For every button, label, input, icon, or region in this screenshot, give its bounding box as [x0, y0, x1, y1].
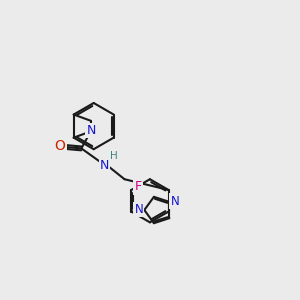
Text: N: N [170, 195, 179, 208]
Text: F: F [135, 180, 142, 194]
Text: O: O [54, 139, 65, 153]
Text: N: N [87, 124, 96, 137]
Text: N: N [135, 203, 143, 216]
Text: H: H [110, 151, 118, 161]
Text: N: N [100, 159, 109, 172]
